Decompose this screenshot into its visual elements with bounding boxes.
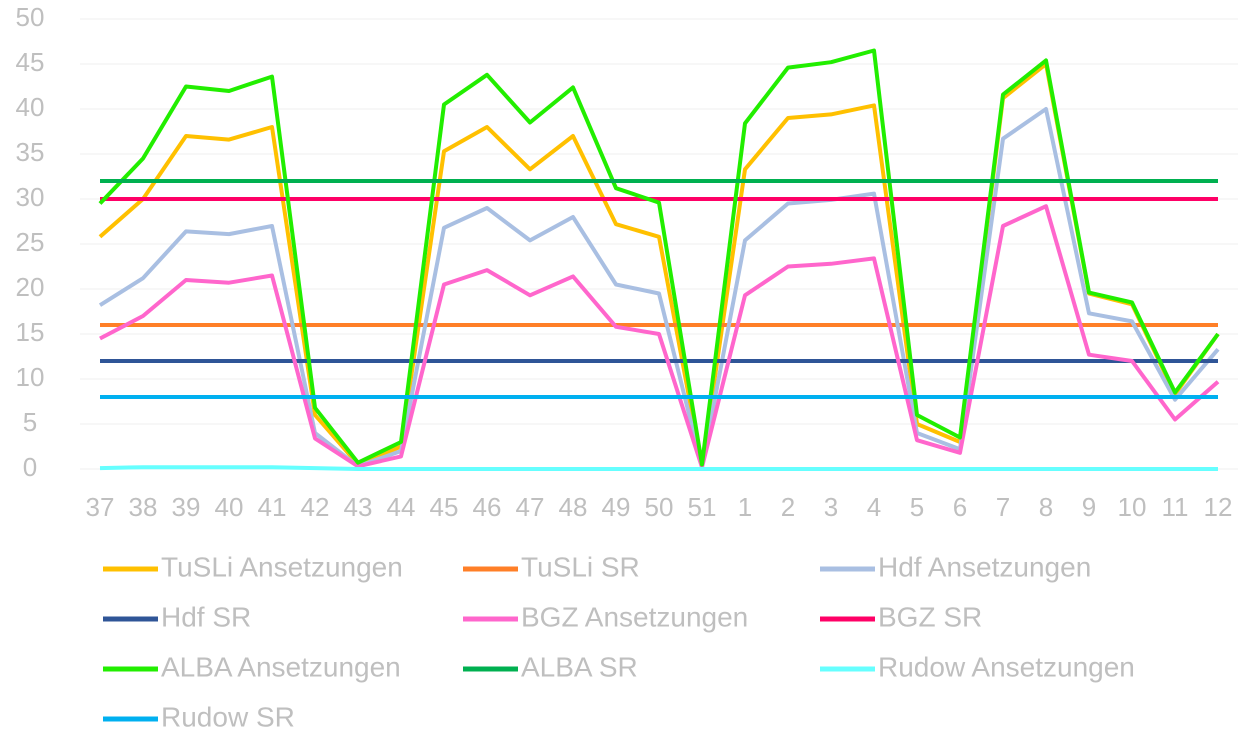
x-tick-label: 8 <box>1039 492 1053 522</box>
x-tick-label: 39 <box>172 492 201 522</box>
y-tick-label: 25 <box>16 227 45 257</box>
x-tick-label: 5 <box>910 492 924 522</box>
x-tick-label: 2 <box>781 492 795 522</box>
x-tick-label: 49 <box>602 492 631 522</box>
legend-label: TuSLi Ansetzungen <box>161 551 403 582</box>
x-tick-label: 41 <box>258 492 287 522</box>
y-tick-label: 50 <box>16 2 45 32</box>
x-tick-label: 3 <box>824 492 838 522</box>
x-tick-label: 37 <box>86 492 115 522</box>
y-tick-label: 15 <box>16 317 45 347</box>
x-tick-label: 12 <box>1204 492 1233 522</box>
y-tick-label: 45 <box>16 47 45 77</box>
series-line <box>98 62 1220 469</box>
x-tick-label: 51 <box>688 492 717 522</box>
y-tick-label: 10 <box>16 362 45 392</box>
x-tick-label: 40 <box>215 492 244 522</box>
y-tick-label: 0 <box>23 452 37 482</box>
x-tick-label: 50 <box>645 492 674 522</box>
y-tick-label: 35 <box>16 137 45 167</box>
series-line <box>98 107 1220 469</box>
legend-label: BGZ SR <box>878 601 982 632</box>
legend-label: BGZ Ansetzungen <box>521 601 748 632</box>
legend-label: Hdf SR <box>161 601 251 632</box>
x-tick-label: 45 <box>430 492 459 522</box>
legend-label: Hdf Ansetzungen <box>878 551 1091 582</box>
x-tick-label: 11 <box>1162 492 1189 522</box>
x-tick-label: 7 <box>996 492 1010 522</box>
series-line <box>99 204 1220 470</box>
x-tick-label: 4 <box>867 492 881 522</box>
x-tick-label: 9 <box>1082 492 1096 522</box>
legend-label: Rudow SR <box>161 701 295 732</box>
x-tick-label: 46 <box>473 492 502 522</box>
series-line <box>99 465 1218 471</box>
legend-label: ALBA Ansetzungen <box>161 651 401 682</box>
y-tick-label: 20 <box>16 272 45 302</box>
y-tick-label: 30 <box>16 182 45 212</box>
x-tick-label: 47 <box>516 492 545 522</box>
x-tick-label: 48 <box>559 492 588 522</box>
x-tick-label: 10 <box>1118 492 1147 522</box>
x-tick-label: 38 <box>129 492 158 522</box>
series-line <box>98 48 1220 467</box>
legend-label: TuSLi SR <box>521 551 640 582</box>
x-tick-label: 1 <box>738 492 752 522</box>
legend-label: Rudow Ansetzungen <box>878 651 1135 682</box>
x-tick-label: 43 <box>344 492 373 522</box>
y-tick-label: 40 <box>16 92 45 122</box>
x-tick-label: 44 <box>387 492 416 522</box>
legend-label: ALBA SR <box>521 651 638 682</box>
x-tick-label: 6 <box>953 492 967 522</box>
y-tick-label: 5 <box>23 407 37 437</box>
x-tick-label: 42 <box>301 492 330 522</box>
